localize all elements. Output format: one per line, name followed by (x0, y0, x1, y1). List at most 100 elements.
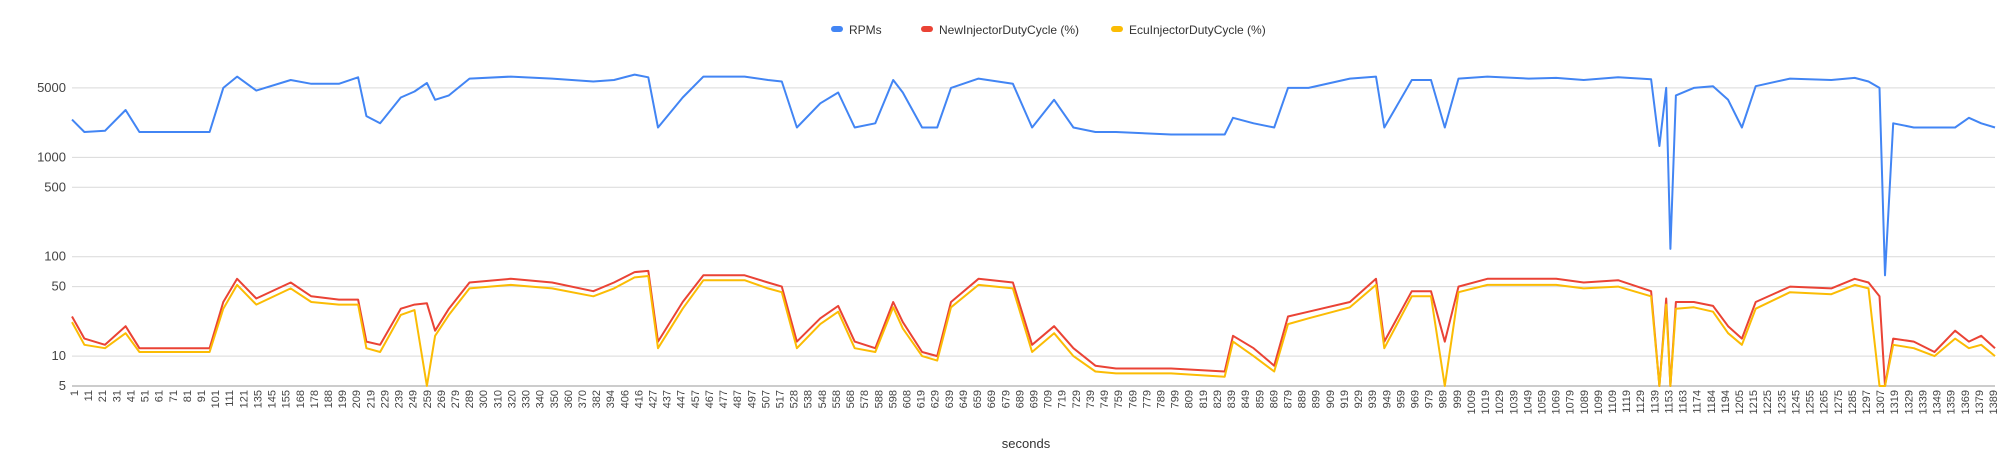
x-tick-label: 517 (775, 390, 787, 408)
x-tick-label: 879 (1282, 390, 1294, 408)
x-tick-label: 839 (1226, 390, 1238, 408)
x-tick-label: 999 (1452, 390, 1464, 408)
x-tick-label: 779 (1141, 390, 1153, 408)
x-tick-label: 869 (1268, 390, 1280, 408)
x-axis-title: seconds (1002, 436, 1051, 451)
x-tick-label: 619 (916, 390, 928, 408)
series-line-1 (71, 269, 1996, 387)
x-tick-label: 467 (704, 390, 716, 408)
x-tick-label: 759 (1113, 390, 1125, 408)
x-tick-label: 629 (930, 390, 942, 408)
x-tick-label: 1069 (1551, 390, 1563, 414)
x-tick-label: 229 (379, 390, 391, 408)
x-tick-label: 370 (577, 390, 589, 408)
x-tick-label: 178 (309, 390, 321, 408)
x-tick-label: 199 (337, 390, 349, 408)
x-tick-label: 168 (295, 390, 307, 408)
x-tick-label: 959 (1395, 390, 1407, 408)
x-tick-label: 1139 (1649, 390, 1661, 414)
x-tick-label: 1099 (1593, 390, 1605, 414)
x-tick-label: 929 (1353, 390, 1365, 408)
y-tick-label: 1000 (37, 149, 66, 164)
x-tick-label: 447 (676, 390, 688, 408)
y-tick-label: 5000 (37, 80, 66, 95)
y-tick-label: 100 (44, 249, 66, 264)
legend-item: NewInjectorDutyCycle (%) (921, 23, 1079, 37)
x-tick-label: 1039 (1508, 390, 1520, 414)
legend-swatch (1111, 26, 1123, 32)
legend-label: EcuInjectorDutyCycle (%) (1129, 23, 1266, 37)
x-tick-label: 1205 (1734, 390, 1746, 414)
x-tick-label: 949 (1381, 390, 1393, 408)
x-tick-label: 1245 (1790, 390, 1802, 414)
x-tick-label: 989 (1438, 390, 1450, 408)
x-tick-label: 269 (436, 390, 448, 408)
x-tick-label: 809 (1184, 390, 1196, 408)
x-tick-label: 719 (1057, 390, 1069, 408)
x-tick-label: 1389 (1988, 390, 2000, 414)
x-tick-label: 487 (732, 390, 744, 408)
x-tick-label: 259 (422, 390, 434, 408)
x-tick-label: 899 (1311, 390, 1323, 408)
x-tick-label: 320 (506, 390, 518, 408)
x-tick-label: 1009 (1466, 390, 1478, 414)
x-tick-label: 608 (902, 390, 914, 408)
legend-item: EcuInjectorDutyCycle (%) (1111, 23, 1266, 37)
x-tick-label: 568 (845, 390, 857, 408)
x-tick-label: 1329 (1903, 390, 1915, 414)
x-tick-label: 310 (492, 390, 504, 408)
gridlines (72, 87, 1995, 387)
x-tick-label: 659 (972, 390, 984, 408)
x-tick-label: 859 (1254, 390, 1266, 408)
x-tick-label: 188 (323, 390, 335, 408)
x-tick-label: 497 (746, 390, 758, 408)
x-tick-label: 330 (521, 390, 533, 408)
x-tick-label: 1255 (1805, 390, 1817, 414)
x-tick-label: 31 (111, 390, 123, 402)
x-tick-label: 679 (1000, 390, 1012, 408)
x-tick-label: 528 (789, 390, 801, 408)
legend: RPMs NewInjectorDutyCycle (%) EcuInjectorD… (831, 23, 1266, 37)
x-tick-label: 91 (196, 390, 208, 402)
x-tick-label: 1339 (1917, 390, 1929, 414)
x-tick-label: 749 (1099, 390, 1111, 408)
x-tick-label: 548 (817, 390, 829, 408)
x-tick-label: 350 (549, 390, 561, 408)
y-tick-label: 10 (52, 348, 66, 363)
x-tick-label: 829 (1212, 390, 1224, 408)
x-tick-label: 1275 (1833, 390, 1845, 414)
x-tick-label: 406 (619, 390, 631, 408)
x-tick-label: 51 (140, 390, 152, 402)
x-tick-label: 1163 (1678, 390, 1690, 414)
x-tick-label: 239 (394, 390, 406, 408)
x-tick-label: 300 (478, 390, 490, 408)
x-tick-label: 457 (690, 390, 702, 408)
y-tick-label: 50 (52, 279, 66, 294)
y-tick-label: 5 (59, 378, 66, 393)
x-tick-label: 1184 (1706, 390, 1718, 414)
series-line-0 (71, 73, 1996, 277)
x-tick-label: 558 (831, 390, 843, 408)
x-tick-label: 394 (605, 390, 617, 408)
x-tick-label: 1059 (1536, 390, 1548, 414)
x-tick-label: 639 (944, 390, 956, 408)
legend-swatch (921, 26, 933, 32)
x-tick-label: 1379 (1974, 390, 1986, 414)
legend-label: NewInjectorDutyCycle (%) (939, 23, 1079, 37)
x-tick-label: 1319 (1889, 390, 1901, 414)
x-tick-label: 507 (760, 390, 772, 408)
x-tick-label: 1049 (1522, 390, 1534, 414)
x-tick-label: 1369 (1960, 390, 1972, 414)
x-tick-label: 739 (1085, 390, 1097, 408)
x-tick-label: 1079 (1565, 390, 1577, 414)
x-tick-label: 769 (1127, 390, 1139, 408)
series-line-2 (71, 275, 1996, 387)
x-tick-label: 382 (591, 390, 603, 408)
x-tick-label: 111 (224, 390, 236, 407)
x-tick-label: 1359 (1946, 390, 1958, 414)
x-tick-label: 1109 (1607, 390, 1619, 414)
x-tick-label: 1119 (1621, 390, 1633, 413)
x-tick-label: 669 (986, 390, 998, 408)
x-tick-label: 939 (1367, 390, 1379, 408)
